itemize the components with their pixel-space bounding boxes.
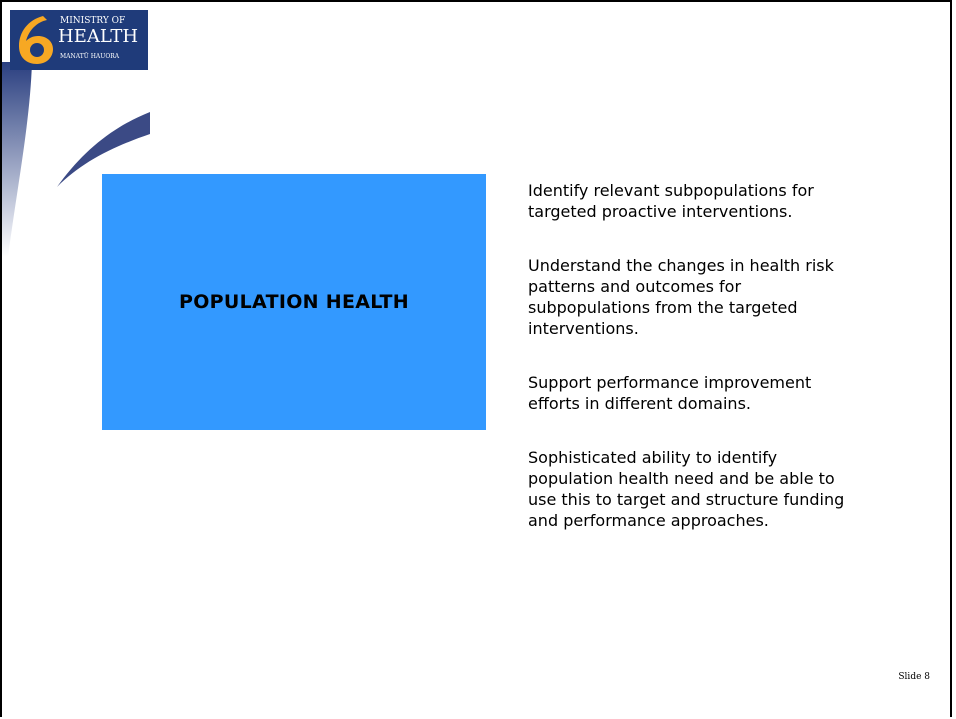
logo: MINISTRY OF HEALTH MANATŪ HAUORA [10, 10, 148, 70]
logo-icon [19, 16, 53, 64]
logo-text: HEALTH [58, 26, 139, 47]
box-title: POPULATION HEALTH [179, 291, 409, 313]
points: Identify relevant subpopulations for tar… [528, 180, 858, 564]
slide-number: Slide 8 [898, 672, 930, 682]
logo-text: MANATŪ HAUORA [60, 53, 120, 60]
title-box: POPULATION HEALTH [102, 174, 486, 430]
logo-text: MINISTRY OF [60, 16, 126, 26]
point: Support performance improvement efforts … [528, 373, 812, 413]
point: Understand the changes in health risk pa… [528, 256, 834, 338]
point: Sophisticated ability to identify popula… [528, 448, 845, 530]
point: Identify relevant subpopulations for tar… [528, 181, 814, 221]
decor-swoosh [2, 62, 150, 257]
